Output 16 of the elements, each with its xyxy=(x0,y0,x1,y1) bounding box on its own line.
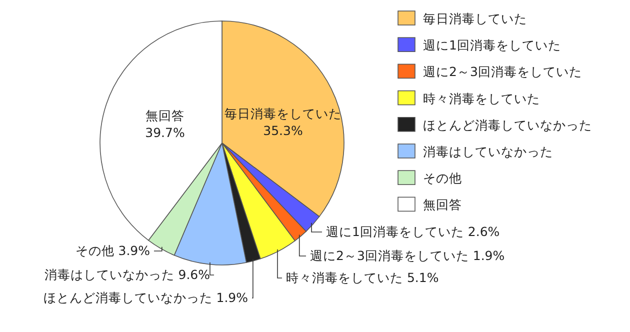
legend-label: 消毒はしていなかった xyxy=(423,144,553,159)
data-label: 週に1回消毒をしていた 2.6% xyxy=(326,224,500,239)
data-label: 無回答 39.7% xyxy=(145,108,185,140)
legend-label: 無回答 xyxy=(423,197,462,212)
legend-label: その他 xyxy=(423,170,462,186)
legend-label: ほとんど消毒していなかった xyxy=(423,117,592,132)
legend-label: 時々消毒をしていた xyxy=(423,90,540,106)
data-label: 週に2～3回消毒をしていた 1.9% xyxy=(310,248,505,263)
legend-label: 週に1回消毒をしていた xyxy=(423,38,561,53)
data-label: その他 3.9% xyxy=(75,243,150,258)
data-label: 消毒はしていなかった 9.6% xyxy=(44,267,210,282)
data-label: ほとんど消毒していなかった 1.9% xyxy=(43,290,248,305)
legend-label: 毎日消毒していた xyxy=(423,11,527,26)
legend-label: 週に2～3回消毒をしていた xyxy=(423,64,582,80)
data-label: 時々消毒をしていた 5.1% xyxy=(286,270,439,285)
data-label: 毎日消毒をしていた 35.3% xyxy=(224,106,342,138)
